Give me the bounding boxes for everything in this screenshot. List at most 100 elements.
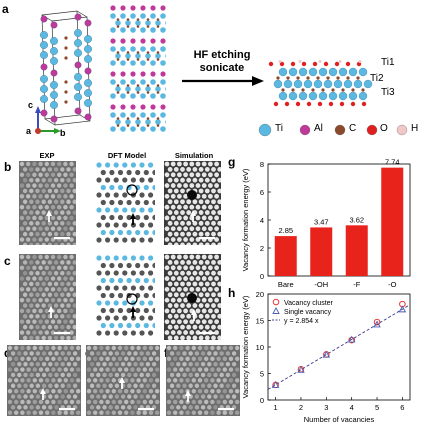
- atom-column: [69, 172, 74, 177]
- atom-column: [57, 183, 62, 188]
- ti-atom: [303, 79, 313, 89]
- atom-column: [38, 204, 43, 210]
- atom-column: [207, 405, 212, 410]
- atom-column: [66, 199, 71, 204]
- al-atom: [110, 71, 116, 77]
- model-atom: [130, 285, 136, 291]
- atom-column: [204, 324, 210, 330]
- model-atom: [109, 307, 115, 314]
- atom-column: [72, 335, 76, 340]
- ti-atom: [318, 91, 328, 101]
- atom-column: [192, 259, 198, 265]
- atom-column: [35, 167, 40, 172]
- atom-column: [60, 167, 65, 172]
- atom-column: [208, 297, 213, 303]
- atom-column: [117, 345, 123, 351]
- atom-column: [63, 345, 68, 351]
- atom-column: [26, 367, 31, 372]
- atom-column: [66, 221, 71, 226]
- atom-column: [57, 308, 62, 314]
- model-atom: [143, 169, 149, 176]
- atom-column: [41, 221, 46, 226]
- ti-atom: [140, 112, 146, 118]
- stem-sim-c: [164, 254, 221, 340]
- ti-atom: [140, 93, 146, 99]
- atom-column: [108, 405, 113, 410]
- bar-value-label: 2.85: [278, 226, 293, 235]
- atom-column: [23, 383, 28, 388]
- atom-column: [142, 356, 147, 361]
- atom-column: [145, 351, 151, 356]
- pointer-arrow-head: [46, 210, 52, 216]
- model-atom: [105, 330, 111, 336]
- atom-column: [14, 345, 19, 351]
- atom-column: [204, 345, 209, 351]
- model-atom: [113, 300, 119, 306]
- ti-atom: [135, 20, 141, 26]
- atom-column: [176, 405, 181, 410]
- model-atom: [100, 214, 106, 221]
- c-atom: [311, 88, 315, 92]
- atom-column: [208, 193, 213, 199]
- atom-column: [173, 166, 179, 172]
- model-atom: [96, 222, 102, 228]
- atom-column: [176, 394, 181, 399]
- atom-column: [47, 292, 53, 297]
- atom-column: [44, 183, 49, 188]
- atom-column: [53, 335, 59, 340]
- atom-column: [57, 297, 62, 303]
- ti-atom: [150, 13, 156, 19]
- atom-column: [99, 356, 104, 361]
- ti-atom: [130, 112, 136, 118]
- atom-column: [201, 193, 207, 199]
- atom-column: [48, 372, 53, 378]
- atom-column: [14, 356, 19, 361]
- atom-column: [211, 210, 216, 215]
- model-atom: [148, 300, 154, 306]
- atom-column: [204, 166, 210, 172]
- atom-column: [164, 308, 170, 314]
- model-atom: [122, 237, 128, 243]
- model-atom: [109, 214, 115, 221]
- max-phase-structure: [110, 5, 166, 132]
- atom-column: [177, 193, 182, 199]
- atom-column: [208, 204, 213, 210]
- ti-atom: [40, 95, 48, 103]
- atom-column: [51, 399, 56, 405]
- atom-column: [44, 226, 49, 231]
- atom-column: [96, 372, 101, 378]
- al-atom: [130, 104, 136, 110]
- atom-column: [41, 199, 46, 204]
- c-atom: [146, 18, 150, 21]
- atom-column: [188, 383, 193, 388]
- atom-column: [217, 292, 221, 298]
- stem-e: [86, 345, 160, 416]
- ti-atom: [74, 39, 82, 47]
- ti-atom: [160, 27, 166, 33]
- atom-column: [189, 286, 195, 292]
- atom-column: [53, 270, 59, 276]
- atom-column: [63, 183, 68, 188]
- pointer-arrow-head: [130, 213, 136, 219]
- atom-column: [66, 361, 72, 367]
- atom-column: [217, 231, 221, 237]
- x-tick-label: 5: [375, 403, 379, 412]
- ti-atom: [160, 13, 166, 19]
- atom-column: [19, 287, 25, 292]
- atom-column: [50, 172, 56, 177]
- atom-column: [198, 281, 204, 287]
- al-atom: [150, 71, 156, 77]
- atom-column: [29, 188, 34, 194]
- atom-column: [108, 383, 113, 388]
- atom-column: [170, 276, 176, 281]
- model-atom: [126, 262, 132, 269]
- atom-column: [32, 265, 37, 270]
- atom-column: [173, 410, 178, 415]
- ti-atom: [125, 53, 131, 59]
- dft-model-b: [95, 161, 155, 245]
- atom-column: [63, 388, 68, 394]
- single-point: [347, 335, 356, 343]
- atom-column: [41, 372, 47, 378]
- atom-column: [191, 345, 196, 351]
- pointer-arrow-head: [191, 309, 197, 315]
